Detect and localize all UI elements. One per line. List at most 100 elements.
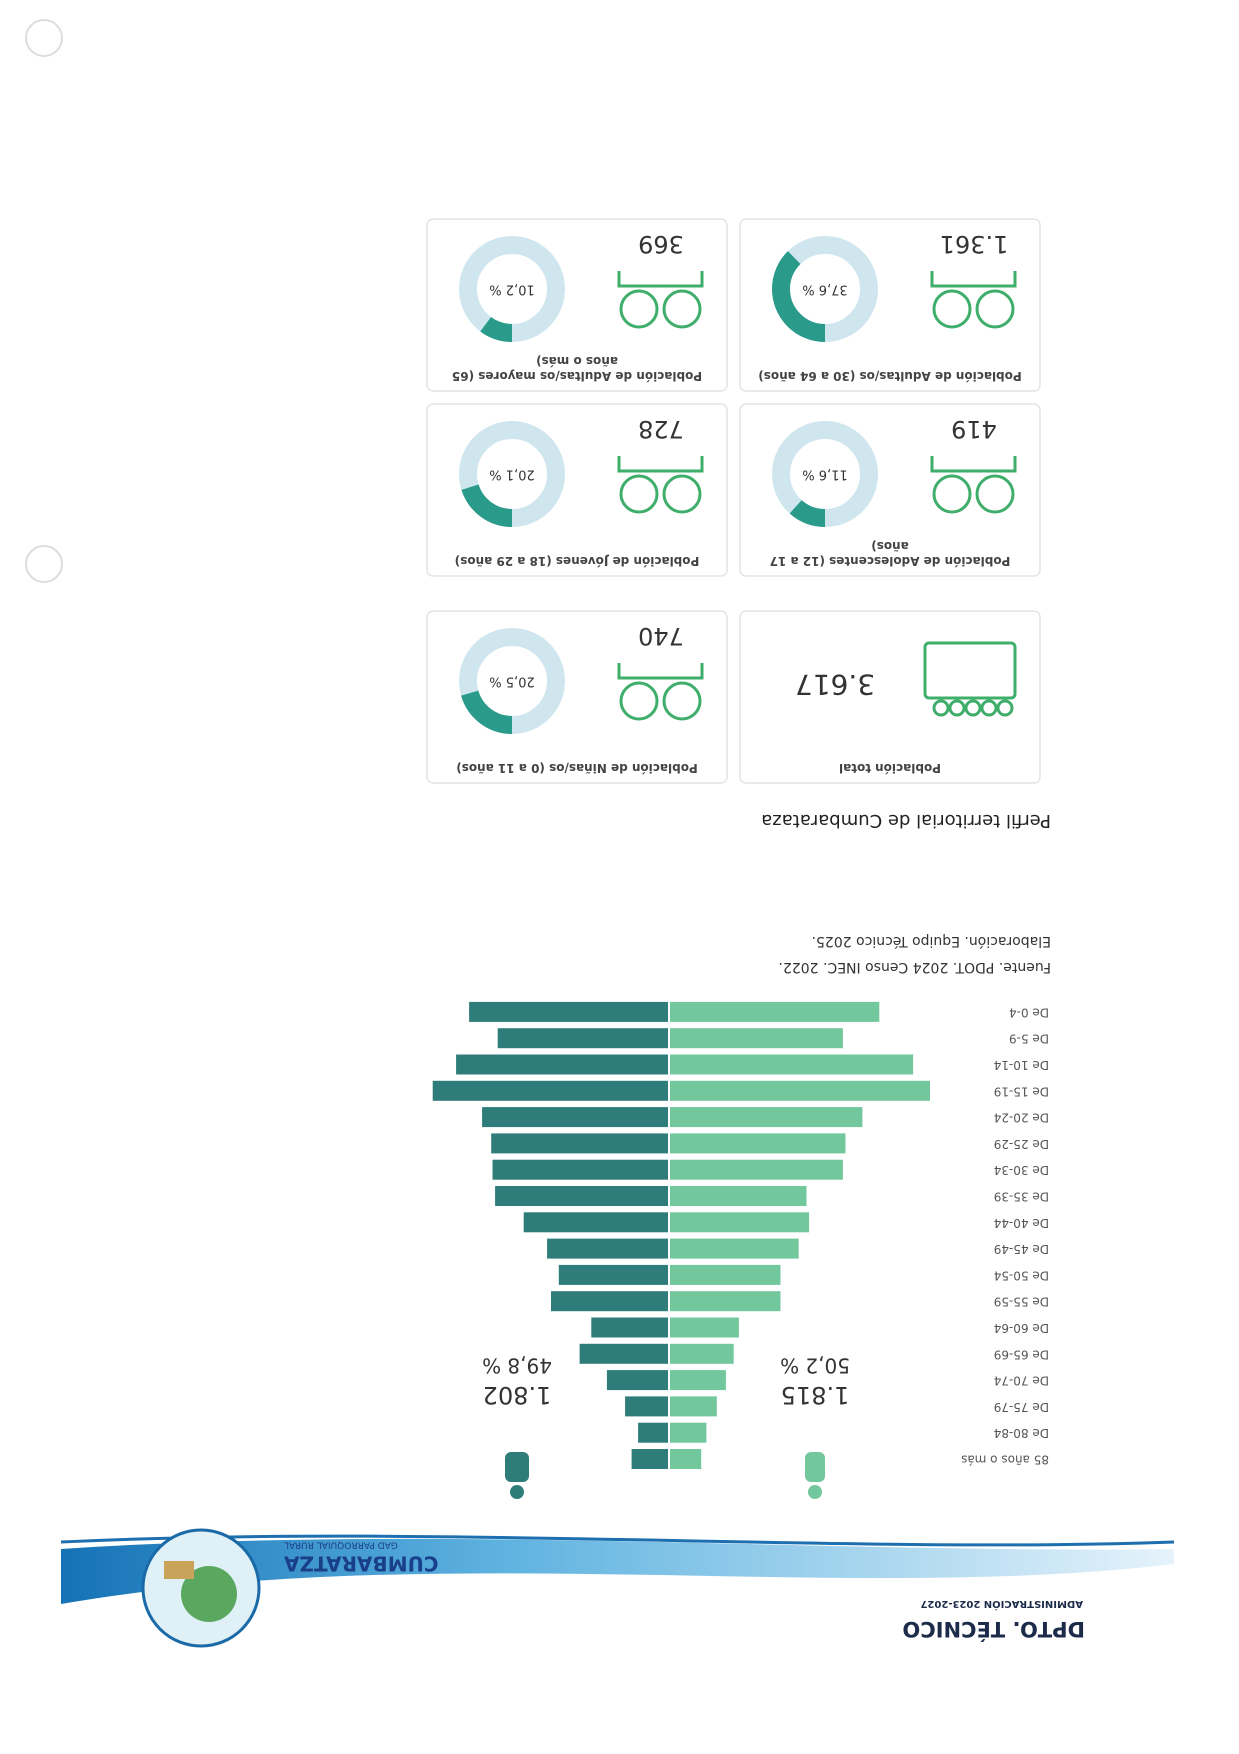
punch-hole <box>25 545 63 583</box>
icon-part <box>932 289 972 329</box>
female-bar <box>670 1291 781 1312</box>
icon-part <box>662 681 702 721</box>
age-label: De 80-84 <box>994 1426 1049 1440</box>
male-bar <box>547 1238 668 1259</box>
icon-part <box>619 289 659 329</box>
share: 49,8 % <box>482 1354 552 1378</box>
logo-subtitle: GAD PARROQUIAL RURAL <box>284 1540 398 1550</box>
male-bar <box>495 1186 668 1206</box>
female-bar <box>670 1133 846 1154</box>
logo-house <box>164 1561 194 1579</box>
donut-label: 20,1 % <box>489 467 534 482</box>
female-bar <box>670 1054 914 1075</box>
age-label: De 40-44 <box>994 1216 1049 1230</box>
card-title-box: Población total <box>839 761 941 775</box>
age-label: De 20-24 <box>994 1111 1049 1125</box>
card-box <box>426 610 728 784</box>
female-bar <box>670 1264 781 1285</box>
source: Fuente. PDOT. 2024 Censo INEC. 2022. <box>778 959 1051 975</box>
punch-hole <box>25 19 63 57</box>
header-title: DPTO. TÉCNICO <box>902 1617 1085 1642</box>
age-label: De 60-64 <box>994 1321 1049 1335</box>
card-box <box>739 610 1041 784</box>
card-count: 1.361 <box>940 230 1009 258</box>
total: 1.802 <box>483 1381 552 1409</box>
icon-part <box>932 474 972 514</box>
card-title: Población de Jóvenes (18 a 29 años) <box>454 554 700 568</box>
age-label: De 45-49 <box>994 1242 1049 1256</box>
male-bar <box>606 1370 668 1391</box>
icon <box>617 663 704 721</box>
male-bar <box>551 1291 668 1312</box>
card-title: Población total <box>839 761 941 775</box>
male-bar <box>591 1317 668 1338</box>
donut-arc <box>459 628 565 734</box>
card-title: Población de Adultas/os mayores (65 años… <box>451 354 703 383</box>
age-label: De 35-39 <box>994 1190 1049 1204</box>
header-wave <box>61 1538 1174 1604</box>
card-box <box>426 218 728 392</box>
card: Población de Adolescentes (12 a 17 años)… <box>739 403 1041 577</box>
icon-part <box>964 699 982 717</box>
female-bar <box>670 1370 726 1391</box>
icon-part <box>619 681 659 721</box>
icon <box>617 271 704 329</box>
male-bar <box>579 1343 668 1364</box>
card: Población de Niñas/os (0 a 11 años) 740 20… <box>426 610 728 784</box>
icon-part <box>975 474 1015 514</box>
female-bar <box>670 1159 843 1180</box>
header-subtitle: ADMINISTRACIÓN 2023-2027 <box>920 1598 1083 1611</box>
icon-part <box>662 289 702 329</box>
female-bar <box>670 1028 843 1049</box>
icon <box>930 456 1017 514</box>
age-label: De 75-79 <box>994 1400 1049 1414</box>
icon-part <box>980 699 998 717</box>
age-label: De 30-34 <box>994 1163 1049 1177</box>
female-bar <box>670 1107 863 1128</box>
female-bar <box>670 1001 880 1022</box>
card-title: Población de Adultas/os (30 a 64 años) <box>758 369 1022 383</box>
male-bar <box>523 1212 668 1233</box>
rotated-page: DPTO. TÉCNICO ADMINISTRACIÓN 2023-2027 C… <box>25 19 1175 1648</box>
section-title: Perfil territorial de Cumbarataza <box>761 810 1051 831</box>
logo-tree <box>181 1566 237 1622</box>
male-icon <box>505 1452 529 1499</box>
icon <box>617 456 704 514</box>
male-bar <box>456 1054 668 1075</box>
icon-part <box>619 474 659 514</box>
age-label: De 70-74 <box>994 1374 1049 1388</box>
icon-part <box>996 699 1014 717</box>
logo-name: CUMBARATZA <box>283 1552 438 1576</box>
card-title: Población de Adolescentes (12 a 17 años) <box>769 539 1011 568</box>
card-title-box: Población de Jóvenes (18 a 29 años) <box>454 554 700 568</box>
female-bar <box>670 1449 702 1469</box>
icon-part <box>617 271 704 288</box>
card-title-box: Población de Adolescentes (12 a 17 años) <box>769 539 1011 568</box>
card-title-box: Población de Adultas/os (30 a 64 años) <box>758 369 1022 383</box>
donut-label: 11,6 % <box>802 467 847 482</box>
icon <box>930 271 1017 329</box>
card-title-box: Población de Adultas/os mayores (65 años… <box>451 354 703 383</box>
male-bar <box>625 1396 668 1417</box>
donut-arc <box>772 421 878 527</box>
icon-part <box>617 456 704 473</box>
total: 1.815 <box>781 1381 850 1409</box>
share: 50,2 % <box>780 1354 850 1378</box>
male-bar <box>482 1107 668 1128</box>
male-bar <box>469 1001 668 1022</box>
age-label: De 65-69 <box>994 1347 1049 1361</box>
card-box <box>739 218 1041 392</box>
male-bar <box>491 1133 668 1154</box>
icon-part <box>923 641 1017 700</box>
icon <box>923 641 1017 717</box>
card-title-box: Población de Niñas/os (0 a 11 años) <box>456 761 698 775</box>
icon-part <box>930 271 1017 288</box>
card: Población de Adultas/os mayores (65 años… <box>426 218 728 392</box>
male-bar <box>638 1422 668 1443</box>
card-count: 740 <box>638 622 684 650</box>
card-box <box>739 403 1041 577</box>
female-bar <box>670 1238 799 1259</box>
donut-label: 20,5 % <box>489 674 534 689</box>
